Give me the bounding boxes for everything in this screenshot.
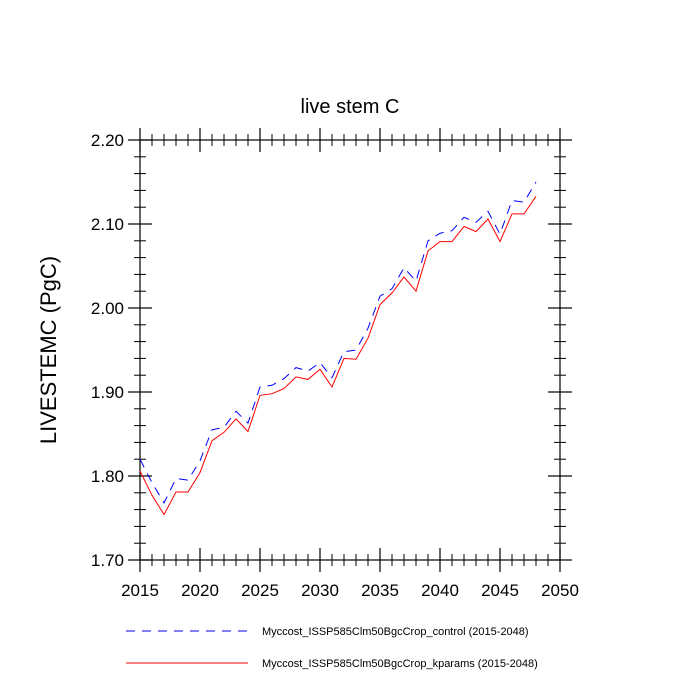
y-tick-label: 1.70 — [91, 551, 124, 570]
y-tick-label: 2.00 — [91, 299, 124, 318]
x-tick-label: 2040 — [421, 581, 459, 600]
series-line-1 — [139, 181, 537, 504]
series-lines — [139, 181, 537, 516]
y-axis-label: LIVESTEMC (PgC) — [36, 256, 61, 444]
series-line-2 — [139, 196, 537, 516]
plot-frame — [139, 139, 561, 561]
chart-title: live stem C — [301, 96, 400, 118]
legend: Myccost_ISSP585Clm50BgcCrop_control (201… — [126, 626, 538, 670]
x-tick-label: 2045 — [481, 581, 519, 600]
x-tick-label: 2030 — [301, 581, 339, 600]
x-tick-label: 2025 — [241, 581, 279, 600]
y-tick-label: 2.10 — [91, 215, 124, 234]
y-tick-label: 1.80 — [91, 467, 124, 486]
axis-ticks — [128, 128, 572, 572]
y-tick-label: 2.20 — [91, 131, 124, 150]
x-tick-label: 2015 — [121, 581, 159, 600]
x-tick-label: 2050 — [541, 581, 579, 600]
tick-labels: 2015 2020 2025 2030 2035 2040 2045 2050 1.70 1.80… — [91, 131, 579, 600]
x-tick-label: 2035 — [361, 581, 399, 600]
y-tick-label: 1.90 — [91, 383, 124, 402]
legend-entry-2: Myccost_ISSP585Clm50BgcCrop_kparams (201… — [262, 658, 538, 670]
x-tick-label: 2020 — [181, 581, 219, 600]
legend-entry-1: Myccost_ISSP585Clm50BgcCrop_control (201… — [262, 626, 529, 638]
